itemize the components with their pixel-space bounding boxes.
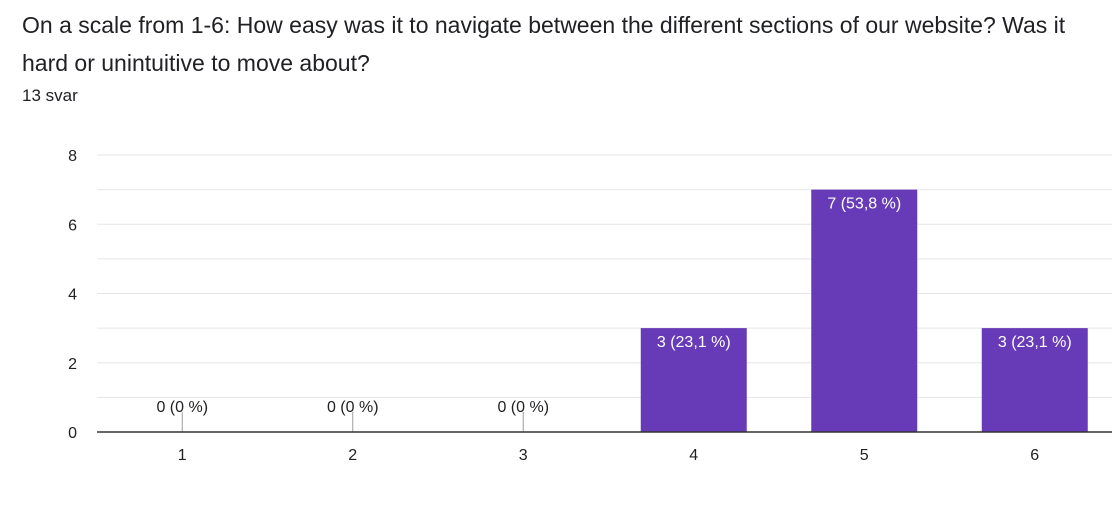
data-label: 0 (0 %) [327,399,379,416]
y-tick-label: 6 [68,217,77,234]
x-tick-label: 5 [860,447,869,464]
data-label: 7 (53,8 %) [827,196,901,213]
x-tick-label: 3 [519,447,528,464]
bar [640,328,747,432]
x-tick-label: 1 [178,447,187,464]
data-label: 0 (0 %) [156,399,208,416]
data-label: 3 (23,1 %) [998,334,1072,351]
data-label: 3 (23,1 %) [657,334,731,351]
response-count: 13 svar [22,86,78,105]
x-tick-label: 4 [689,447,698,464]
question-title: On a scale from 1-6: How easy was it to … [22,12,1066,76]
y-tick-label: 2 [68,356,77,373]
y-tick-label: 4 [68,287,77,304]
y-tick-label: 0 [68,425,77,442]
y-tick-label: 8 [68,148,77,165]
bar [981,328,1088,432]
data-label: 0 (0 %) [497,399,549,416]
bar [811,189,918,432]
x-tick-label: 6 [1030,447,1039,464]
x-tick-label: 2 [348,447,357,464]
